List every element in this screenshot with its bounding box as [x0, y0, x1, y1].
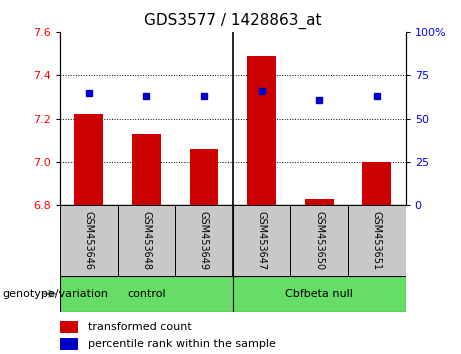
Bar — [60, 338, 78, 350]
Bar — [362, 162, 391, 205]
Text: Cbfbeta null: Cbfbeta null — [285, 289, 353, 299]
Text: GSM453651: GSM453651 — [372, 211, 382, 270]
Bar — [305, 199, 334, 205]
Bar — [247, 56, 276, 205]
Bar — [290, 205, 348, 276]
Text: GSM453646: GSM453646 — [84, 211, 94, 270]
Text: GSM453647: GSM453647 — [257, 211, 266, 270]
Bar — [60, 321, 78, 333]
Bar — [118, 205, 175, 276]
Text: GSM453649: GSM453649 — [199, 211, 209, 270]
Text: control: control — [127, 289, 165, 299]
Text: genotype/variation: genotype/variation — [2, 289, 108, 299]
Bar — [132, 134, 161, 205]
Bar — [348, 205, 406, 276]
Bar — [74, 114, 103, 205]
Bar — [60, 276, 233, 312]
Text: GSM453648: GSM453648 — [142, 211, 151, 270]
Bar — [233, 205, 290, 276]
Text: GSM453650: GSM453650 — [314, 211, 324, 270]
Bar — [189, 149, 219, 205]
Bar — [60, 205, 118, 276]
Bar — [175, 205, 233, 276]
Title: GDS3577 / 1428863_at: GDS3577 / 1428863_at — [144, 13, 322, 29]
Text: transformed count: transformed count — [88, 322, 191, 332]
Text: percentile rank within the sample: percentile rank within the sample — [88, 339, 276, 349]
Bar — [233, 276, 406, 312]
